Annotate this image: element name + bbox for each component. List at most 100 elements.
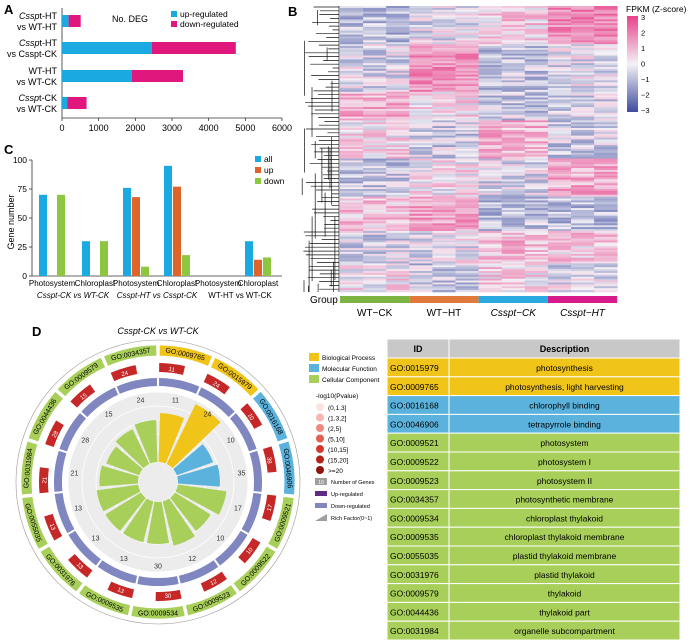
heatmap-cell bbox=[594, 248, 618, 251]
heatmap-cell bbox=[340, 187, 364, 190]
heatmap-cell bbox=[524, 63, 549, 66]
heatmap-cell bbox=[501, 269, 526, 272]
heatmap-cell bbox=[409, 190, 433, 194]
heatmap-cell bbox=[524, 168, 549, 171]
heatmap-cell bbox=[571, 211, 595, 215]
heatmap-cell bbox=[547, 194, 572, 197]
heatmap-cell bbox=[409, 84, 433, 87]
heatmap-cell bbox=[432, 234, 456, 238]
heatmap-cell bbox=[501, 236, 526, 239]
heatmap-cell bbox=[501, 177, 526, 180]
heatmap-cell bbox=[594, 194, 618, 197]
heatmap-cell bbox=[409, 232, 433, 236]
heatmap-cell bbox=[594, 6, 618, 9]
heatmap-cell bbox=[547, 255, 572, 258]
heatmap-cell bbox=[409, 147, 433, 150]
heatmap-cell bbox=[478, 271, 503, 274]
heatmap-cell bbox=[340, 242, 364, 245]
heatmap-cell bbox=[547, 128, 572, 131]
heatmap-cell bbox=[386, 240, 410, 243]
heatmap-cell bbox=[409, 118, 433, 121]
heatmap-cell bbox=[571, 242, 595, 245]
heatmap-cell bbox=[547, 44, 572, 47]
heatmap-cell bbox=[432, 242, 456, 245]
heatmap-cell bbox=[478, 166, 503, 169]
rich-factor-wedge bbox=[105, 492, 146, 532]
heatmap-cell bbox=[340, 288, 364, 291]
heatmap-dendrogram bbox=[301, 6, 340, 292]
heatmap-cell bbox=[594, 86, 618, 89]
heatmap-cell bbox=[594, 9, 618, 13]
heatmap-cell bbox=[386, 9, 410, 13]
heatmap-cell bbox=[547, 152, 572, 156]
heatmap-cell bbox=[455, 101, 479, 104]
heatmap-cell bbox=[432, 198, 456, 201]
heatmap-cell bbox=[363, 145, 387, 148]
heatmap-cell bbox=[363, 208, 387, 211]
heatmap-cell bbox=[478, 177, 503, 180]
rich-factor-wedge bbox=[177, 464, 220, 487]
gene-count-label: 24 bbox=[121, 371, 129, 378]
heatmap-cell bbox=[478, 173, 503, 176]
heatmap-cell bbox=[478, 93, 503, 96]
down-count-label: 24 bbox=[203, 412, 211, 419]
heatmap-cell bbox=[478, 97, 503, 100]
heatmap-cell bbox=[571, 234, 595, 238]
heatmap-cell bbox=[386, 57, 410, 60]
heatmap-cell bbox=[455, 30, 479, 33]
table-cell-id: GO:0046906 bbox=[390, 419, 439, 429]
heatmap-cell bbox=[340, 49, 364, 53]
heatmap-cell bbox=[547, 147, 572, 150]
heatmap-cell bbox=[524, 166, 549, 169]
heatmap-cell bbox=[386, 67, 410, 70]
heatmap-cell bbox=[340, 38, 364, 41]
heatmap-cell bbox=[432, 124, 456, 127]
heatmap-cell bbox=[524, 187, 549, 190]
heatmap-cell bbox=[571, 57, 595, 60]
heatmap-cell bbox=[409, 255, 433, 258]
heatmap-cell bbox=[524, 17, 549, 20]
heatmap-cell bbox=[432, 28, 456, 32]
heatmap-cell bbox=[594, 253, 618, 257]
heatmap-cell bbox=[340, 122, 364, 125]
heatmap-cell bbox=[524, 250, 549, 253]
heatmap-cell bbox=[571, 17, 595, 20]
table-cell-description: photosynthetic membrane bbox=[516, 495, 614, 505]
heatmap-cell bbox=[409, 154, 433, 157]
heatmap-cell bbox=[571, 40, 595, 43]
heatmap-cell bbox=[409, 143, 433, 146]
heatmap-cell bbox=[478, 152, 503, 156]
heatmap-cell bbox=[409, 21, 433, 24]
table-cell-description: plastid thylakoid membrane bbox=[513, 551, 617, 561]
heatmap-cell bbox=[478, 150, 503, 154]
gene-count-label: 13 bbox=[116, 587, 125, 595]
heatmap-cell bbox=[432, 89, 456, 93]
heatmap-cell bbox=[501, 23, 526, 26]
heatmap-cell bbox=[594, 210, 618, 213]
heatmap-cell bbox=[432, 185, 456, 188]
heatmap-cell bbox=[386, 225, 410, 228]
heatmap-cell bbox=[455, 229, 479, 232]
heatmap-cell bbox=[386, 154, 410, 157]
heatmap-cell bbox=[363, 61, 387, 64]
gene-count-arc bbox=[39, 467, 49, 494]
heatmap-cell bbox=[594, 230, 618, 234]
heatmap-cell bbox=[501, 70, 526, 74]
heatmap-cell bbox=[340, 215, 364, 218]
heatmap-cell bbox=[478, 192, 503, 196]
heatmap-cell bbox=[409, 82, 433, 85]
table-cell-description: photosystem II bbox=[537, 476, 592, 486]
heatmap-cell bbox=[386, 261, 410, 264]
heatmap-cell bbox=[571, 280, 595, 283]
heatmap-cell bbox=[363, 173, 387, 176]
heatmap-cell bbox=[501, 13, 526, 16]
heatmap-cell bbox=[455, 160, 479, 163]
panel-d-title: Csspt-CK vs WT-CK bbox=[117, 326, 199, 336]
heatmap-cell bbox=[409, 202, 433, 205]
heatmap-cell bbox=[455, 131, 479, 135]
table-cell-id: GO:0009579 bbox=[390, 589, 439, 599]
heatmap-cell bbox=[455, 269, 479, 272]
heatmap-cell bbox=[524, 278, 549, 281]
heatmap-cell bbox=[547, 200, 572, 203]
heatmap-cell bbox=[501, 97, 526, 100]
